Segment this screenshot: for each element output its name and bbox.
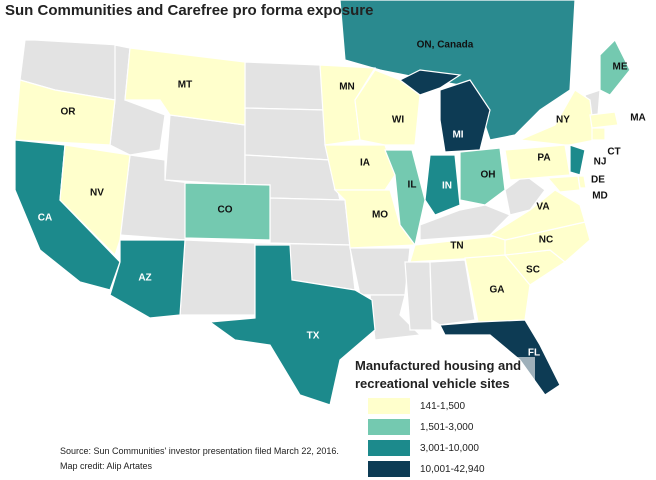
legend-label: 10,001-42,940 [420,463,485,475]
legend-item: 10,001-42,940 [368,460,485,478]
legend-label: 141-1,500 [420,400,466,412]
region-label: MD [592,191,608,202]
legend-swatch [368,398,410,414]
region-label: MN [339,82,355,93]
region-label: VA [536,202,549,213]
region-label: TN [450,241,463,252]
region [488,189,586,241]
legend-item: 141-1,500 [368,397,465,415]
region [591,127,606,141]
region-label: OR [61,107,77,118]
region-label: CT [607,147,620,158]
region-label: SC [526,265,540,276]
region-label: ON, Canada [417,40,474,51]
region [569,144,586,176]
region-label: OH [481,170,496,181]
other-states [19,39,601,341]
legend-swatch [368,419,410,435]
region-label: WI [392,115,404,126]
legend-label: 3,001-10,000 [420,442,479,454]
region-label: NC [539,235,553,246]
region [324,144,396,191]
credit: Map credit: Alip Artates [60,461,153,471]
region [589,111,619,129]
region-label: DE [591,175,605,186]
region-label: CO [218,205,233,216]
region-label: TX [307,331,320,342]
region [424,154,461,216]
region-label: CA [38,213,52,224]
region-label: NV [90,188,104,199]
region [109,239,186,319]
legend-label: 1,501-3,000 [420,421,474,433]
region-label: MO [372,210,388,221]
region [59,144,131,257]
region [208,244,376,406]
region [504,144,571,181]
region [464,254,531,323]
region-label: PA [537,153,550,164]
legend-swatch [368,461,410,477]
region-label: MI [452,130,463,141]
region-label: IN [442,181,452,192]
region-label: AZ [138,273,151,284]
title: Sun Communities and Carefree pro forma e… [5,2,374,19]
region [546,175,581,193]
legend-item: 1,501-3,000 [368,418,473,436]
legend-swatch [368,440,410,456]
region-label: NY [556,115,570,126]
region [459,147,506,206]
region-label: IL [408,180,417,191]
region [599,38,631,96]
region [184,182,271,241]
source: Source: Sun Communities' investor presen… [60,446,339,456]
region [439,319,561,396]
region-label: FL [528,348,540,359]
region [398,69,462,96]
region-label: MT [178,80,192,91]
region [124,47,246,126]
region-label: MA [630,113,646,124]
legend-item: 3,001-10,000 [368,439,479,457]
region-label: NJ [594,157,607,168]
legend-title: Manufactured housing and recreational ve… [355,357,535,393]
region [14,79,116,146]
region-label: IA [360,158,370,169]
region-label: ME [613,62,628,73]
region-label: GA [490,285,505,296]
